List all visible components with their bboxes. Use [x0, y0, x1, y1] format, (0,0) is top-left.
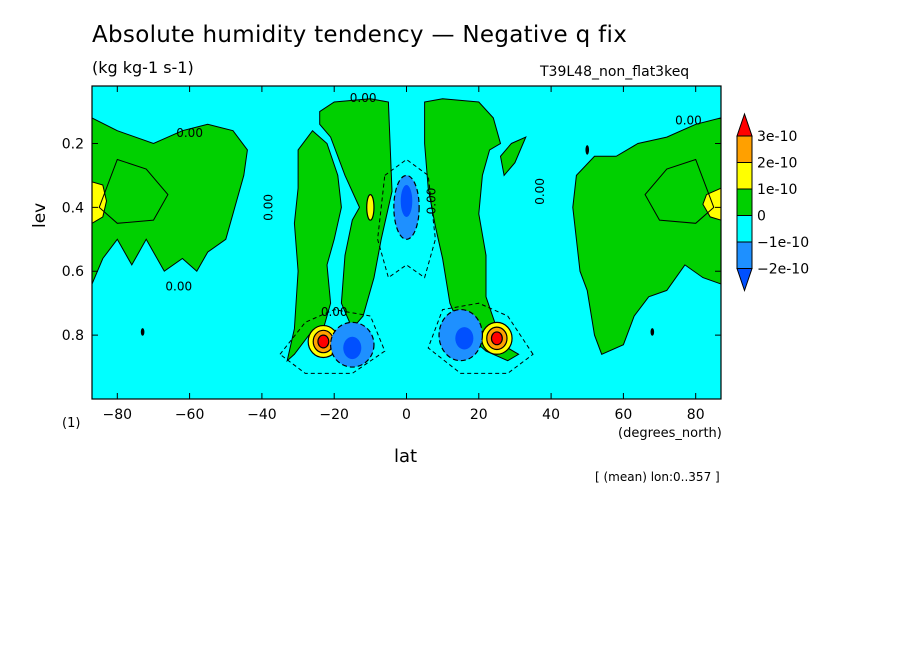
x-tick-label: 80	[687, 407, 705, 423]
colorbar-bottom-arrow	[736, 268, 753, 293]
south-min-darkblue	[343, 336, 362, 360]
region-south-extratropics	[92, 117, 248, 285]
contour-label: 0.00	[533, 178, 547, 205]
x-tick-label: −80	[103, 407, 133, 423]
equator-dashed-contour	[377, 158, 436, 279]
contour-label: 0.00	[165, 279, 192, 293]
y-tick-label: 0.8	[62, 328, 84, 344]
north-max-red	[490, 331, 503, 346]
contour-label: 0.00	[675, 113, 702, 127]
south-max-red	[317, 334, 330, 349]
averaging-note: [ (mean) lon:0..357 ]	[595, 470, 720, 484]
y-axis-units: (1)	[62, 416, 81, 431]
experiment-name: T39L48_non_flat3keq	[540, 64, 690, 80]
north-dashed-contour	[427, 302, 534, 374]
small-yellow-feature	[366, 193, 375, 221]
colorbar-box	[736, 188, 753, 216]
y-tick-label: 0.4	[62, 200, 84, 216]
x-axis-units: (degrees_north)	[618, 426, 722, 441]
y-tick-label: 0.6	[62, 264, 84, 280]
x-tick-label: −40	[247, 407, 277, 423]
interior-contour	[644, 158, 715, 224]
colorbar-label: −2e-10	[757, 262, 809, 278]
region-north-extratropics	[572, 117, 721, 355]
x-axis-title: lat	[394, 446, 418, 467]
x-tick-label: −20	[319, 407, 349, 423]
small-dot	[650, 328, 655, 336]
colorbar-box	[736, 241, 753, 269]
colorbar-label: 1e-10	[757, 182, 797, 198]
x-tick-label: 60	[614, 407, 632, 423]
colorbar-label: 3e-10	[757, 129, 797, 145]
colorbar-label: 2e-10	[757, 156, 797, 172]
region-south-yellow	[92, 181, 108, 224]
contour-label: 0.00	[350, 91, 377, 105]
x-tick-label: 40	[542, 407, 560, 423]
contour-label: 0.00	[262, 194, 276, 221]
x-tick-label: 20	[470, 407, 488, 423]
small-dot	[585, 145, 590, 155]
chart-title: Absolute humidity tendency — Negative q …	[92, 22, 628, 48]
colorbar-label: −1e-10	[757, 235, 809, 251]
contour-label: 0.00	[424, 188, 438, 215]
south-dashed-contour	[279, 309, 386, 374]
x-tick-label: 0	[402, 407, 411, 423]
equator-min-darkblue	[400, 185, 413, 217]
interior-contour	[98, 158, 169, 224]
x-tick-label: −60	[175, 407, 205, 423]
small-dot	[140, 328, 145, 336]
region-north-side-lobe	[499, 136, 527, 177]
y-tick-label: 0.2	[62, 136, 84, 152]
colorbar-box	[736, 215, 753, 243]
contour-label: 0.00	[321, 305, 348, 319]
colorbar-box	[736, 162, 753, 190]
contour-label: 0.00	[176, 126, 203, 140]
colorbar-label: 0	[757, 209, 766, 225]
north-min-darkblue	[455, 327, 474, 350]
colorbar-box	[736, 135, 753, 163]
colorbar-top-arrow	[736, 112, 753, 137]
chart-units: (kg kg-1 s-1)	[92, 58, 194, 77]
